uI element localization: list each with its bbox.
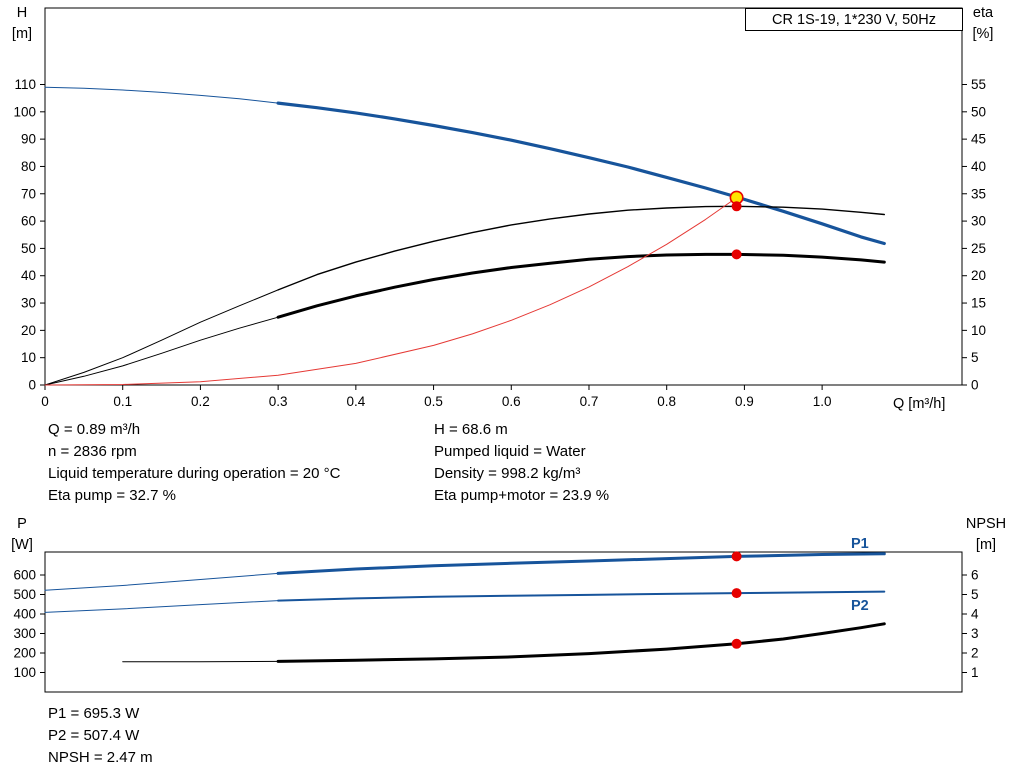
system-curve — [44, 197, 738, 386]
p1-curve — [276, 552, 886, 575]
readout-p1: P1 = 695.3 W — [48, 705, 140, 722]
qh-yright-tick-label: 20 — [971, 268, 986, 283]
qh-yright-tick-label: 10 — [971, 323, 986, 338]
qh-yleft-tick-label: 70 — [21, 186, 36, 201]
h-axis-unit: [m] — [11, 26, 33, 42]
qh-x-tick-label: 0.8 — [657, 394, 676, 409]
qh-yleft-tick-label: 40 — [21, 268, 36, 283]
readout-h: H = 68.6 m — [434, 421, 508, 438]
duty-point-eta-pump — [731, 201, 742, 212]
eta-axis-label: eta [%] — [960, 3, 1006, 45]
readout-eta-pump: Eta pump = 32.7 % — [48, 487, 176, 504]
qh-yleft-tick-label: 20 — [21, 323, 36, 338]
npsh-curve — [276, 622, 886, 663]
eta-axis-symbol: eta — [972, 5, 994, 21]
p-axis-label: P [W] — [2, 514, 42, 556]
power-npsh-yright-tick-label: 3 — [971, 626, 979, 641]
qh-yright-tick-label: 40 — [971, 159, 986, 174]
qh-x-tick-label: 0.7 — [580, 394, 599, 409]
qh-yleft-tick-label: 90 — [21, 132, 36, 147]
operating-point-right-column: H = 68.6 m Pumped liquid = Water Density… — [434, 419, 609, 507]
q-axis-title: Q [m³/h] — [893, 396, 946, 412]
qh-yright-tick-label: 35 — [971, 186, 986, 201]
qh-yleft-tick-label: 0 — [28, 378, 36, 393]
qh-yleft-tick-label: 110 — [14, 77, 36, 92]
eta-pump-motor-curve — [276, 252, 886, 319]
p-axis-symbol: P — [17, 516, 27, 532]
readout-q: Q = 0.89 m³/h — [48, 421, 141, 438]
qh-x-tick-label: 0.4 — [346, 394, 365, 409]
readout-pumped-liquid: Pumped liquid = Water — [434, 443, 586, 460]
qh-yleft-tick-label: 50 — [21, 241, 36, 256]
duty-point-eta-pump-motor — [731, 249, 742, 260]
power-npsh-yleft-tick-label: 400 — [13, 607, 36, 622]
qh-yright-tick-label: 0 — [971, 378, 979, 393]
power-npsh-yright-tick-label: 5 — [971, 587, 979, 602]
qh-x-tick-label: 0.9 — [735, 394, 754, 409]
qh-yright-tick-label: 55 — [971, 77, 986, 92]
power-npsh-yright-tick-label: 1 — [971, 665, 979, 680]
qh-x-tick-label: 0 — [41, 394, 49, 409]
p1-extension — [44, 572, 279, 591]
h-axis-symbol: H — [16, 5, 28, 21]
qh-yleft-tick-label: 10 — [21, 350, 36, 365]
qh-yright-tick-label: 15 — [971, 296, 986, 311]
power-npsh-yright-tick-label: 4 — [971, 607, 979, 622]
p-axis-unit: [W] — [11, 537, 33, 553]
readout-liquid-temperature: Liquid temperature during operation = 20… — [48, 465, 341, 482]
eta-pump-motor-extension — [44, 316, 279, 386]
power-npsh-yright-tick-label: 6 — [971, 568, 979, 583]
pump-title-box: CR 1S-19, 1*230 V, 50Hz — [745, 8, 963, 31]
readout-density: Density = 998.2 kg/m³ — [434, 465, 581, 482]
qh-x-tick-label: 1.0 — [813, 394, 832, 409]
power-npsh-yleft-tick-label: 200 — [13, 646, 36, 661]
qh-yright-tick-label: 50 — [971, 104, 986, 119]
qh-x-tick-label: 0.3 — [269, 394, 288, 409]
qh-x-tick-label: 0.1 — [113, 394, 132, 409]
qh-yright-tick-label: 30 — [971, 214, 986, 229]
qh-x-tick-label: 0.6 — [502, 394, 521, 409]
eta-pump-extension — [44, 289, 279, 386]
eta-pump-curve — [277, 205, 885, 291]
p1-curve-label: P1 — [851, 536, 869, 552]
readout-p2: P2 = 507.4 W — [48, 727, 140, 744]
npsh-axis-unit: [m] — [975, 537, 997, 553]
p2-curve-label: P2 — [851, 598, 869, 614]
power-npsh-yleft-tick-label: 500 — [13, 587, 36, 602]
h-axis-label: H [m] — [2, 3, 42, 45]
qh-x-tick-label: 0.2 — [191, 394, 210, 409]
qh-yleft-tick-label: 30 — [21, 296, 36, 311]
qh-yleft-tick-label: 60 — [21, 214, 36, 229]
readout-npsh: NPSH = 2.47 m — [48, 749, 153, 766]
operating-point-left-column: Q = 0.89 m³/h n = 2836 rpm Liquid temper… — [48, 419, 340, 507]
qh-curve — [276, 101, 886, 246]
qh-x-tick-label: 0.5 — [424, 394, 443, 409]
npsh-axis-symbol: NPSH — [965, 516, 1007, 532]
duty-point-p2 — [731, 588, 742, 599]
qh-yright-tick-label: 45 — [971, 132, 986, 147]
qh-yleft-tick-label: 80 — [21, 159, 36, 174]
power-npsh-plot-border — [44, 551, 963, 693]
power-npsh-yleft-tick-label: 300 — [13, 626, 36, 641]
p2-curve — [277, 590, 886, 602]
qh-plot-border — [44, 7, 963, 386]
readout-eta-pump-motor: Eta pump+motor = 23.9 % — [434, 487, 610, 504]
p2-extension — [44, 600, 279, 613]
power-npsh-yleft-tick-label: 100 — [13, 665, 36, 680]
eta-axis-unit: [%] — [972, 26, 994, 42]
qh-curve-extension — [44, 86, 279, 104]
qh-yright-tick-label: 25 — [971, 241, 986, 256]
qh-yleft-tick-label: 100 — [13, 104, 36, 119]
readout-n: n = 2836 rpm — [48, 443, 137, 460]
npsh-axis-label: NPSH [m] — [954, 514, 1018, 556]
duty-point-p1 — [731, 551, 742, 562]
power-npsh-yright-tick-label: 2 — [971, 646, 979, 661]
duty-point-npsh — [731, 638, 742, 649]
power-npsh-yleft-tick-label: 600 — [13, 568, 36, 583]
qh-yright-tick-label: 5 — [971, 350, 979, 365]
power-readout-block: P1 = 695.3 W P2 = 507.4 W NPSH = 2.47 m — [48, 703, 153, 769]
